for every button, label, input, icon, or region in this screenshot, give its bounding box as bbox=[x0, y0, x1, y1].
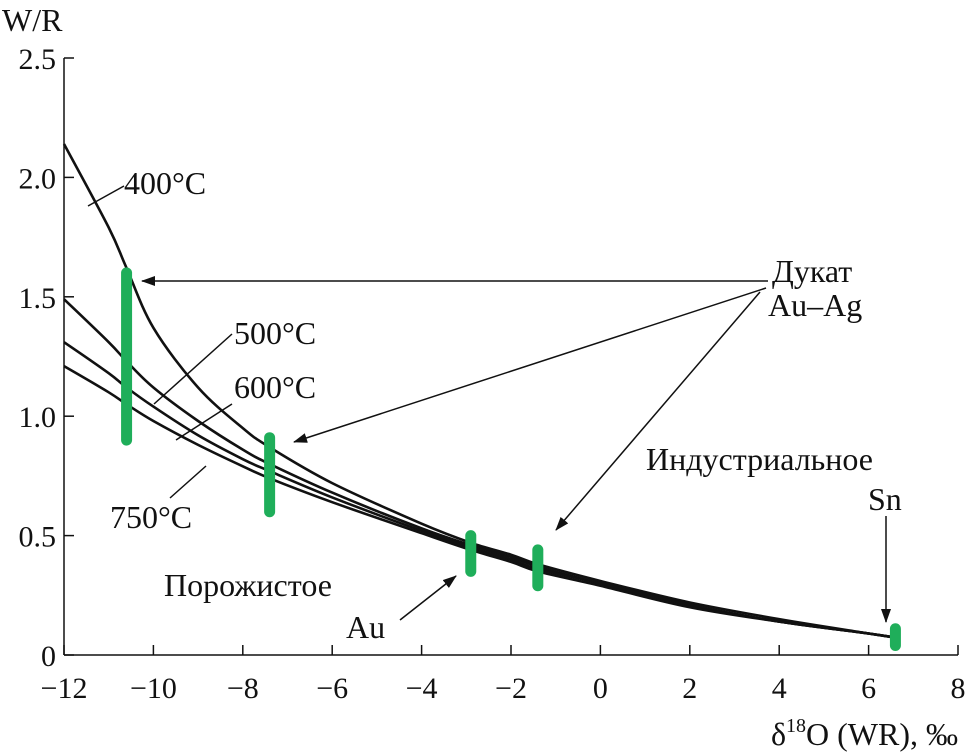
x-axis-title: δ18O (WR), ‰ bbox=[771, 715, 958, 752]
porozhistoe-label: Порожистое bbox=[164, 567, 332, 603]
x-tick-label: −2 bbox=[495, 672, 527, 705]
industrialnoe-label: Индустриальное bbox=[646, 441, 873, 477]
series-line-750°C bbox=[63, 364, 901, 640]
x-tick-label: 8 bbox=[951, 672, 966, 705]
series-label-500: 500°C bbox=[234, 315, 316, 351]
x-tick-label: −6 bbox=[316, 672, 348, 705]
y-tick-label: 2.5 bbox=[19, 43, 57, 76]
y-tick-label: 0 bbox=[41, 640, 56, 673]
y-tick-label: 0.5 bbox=[19, 521, 57, 554]
series-leader-600 bbox=[175, 403, 233, 441]
y-tick-label: 1.5 bbox=[19, 282, 57, 315]
y-ticks: 0 0.5 1.0 1.5 2.0 2.5 bbox=[19, 43, 74, 673]
x-ticks: −12 −10 −8 −6 −4 −2 0 2 4 6 8 bbox=[41, 645, 966, 705]
curves bbox=[62, 143, 901, 640]
porozhistoe-arrow bbox=[399, 575, 457, 621]
x-tick-label: −12 bbox=[41, 672, 88, 705]
dukat-label: Дукат bbox=[772, 253, 852, 289]
series-leader-750 bbox=[169, 465, 207, 499]
porozhistoe-metal-label: Au bbox=[346, 609, 385, 645]
x-tick-label: 0 bbox=[593, 672, 608, 705]
dukat-arrow-3 bbox=[555, 291, 761, 531]
series-label-400: 400°C bbox=[124, 165, 206, 201]
y-tick-label: 1.0 bbox=[19, 401, 57, 434]
series-label-600: 600°C bbox=[234, 369, 316, 405]
range-bars bbox=[121, 267, 901, 651]
series-label-750: 750°C bbox=[110, 499, 192, 535]
series-line-400°C bbox=[62, 143, 901, 640]
x-tick-label: −8 bbox=[227, 672, 259, 705]
series-leader-400 bbox=[87, 185, 125, 207]
x-tick-label: 4 bbox=[772, 672, 787, 705]
x-tick-label: 2 bbox=[682, 672, 697, 705]
x-tick-label: 6 bbox=[861, 672, 876, 705]
dukat-metal-label: Au–Ag bbox=[768, 287, 862, 323]
industrialnoe-metal-label: Sn bbox=[868, 481, 902, 517]
dukat-arrow-2 bbox=[293, 287, 767, 443]
x-tick-label: −4 bbox=[406, 672, 438, 705]
x-tick-label: −10 bbox=[130, 672, 177, 705]
y-tick-label: 2.0 bbox=[19, 162, 57, 195]
y-axis-title: W/R bbox=[2, 2, 63, 38]
series-leader-500 bbox=[153, 333, 233, 405]
